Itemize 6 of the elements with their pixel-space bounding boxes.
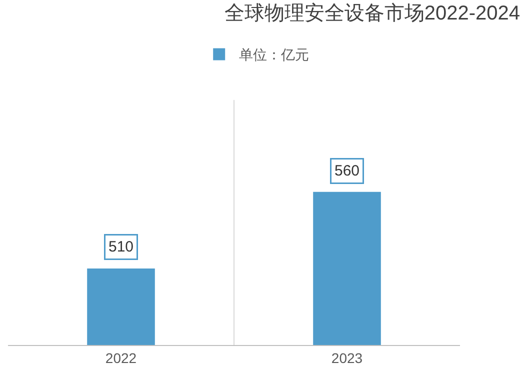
x-tick-label: 2023: [331, 350, 363, 366]
legend-label: 单位：亿元: [239, 46, 310, 63]
chart-title: 全球物理安全设备市场2022-2024: [224, 2, 520, 25]
data-label: 560: [334, 162, 360, 180]
data-label: 510: [108, 238, 134, 256]
x-tick-label: 2022: [105, 350, 137, 366]
